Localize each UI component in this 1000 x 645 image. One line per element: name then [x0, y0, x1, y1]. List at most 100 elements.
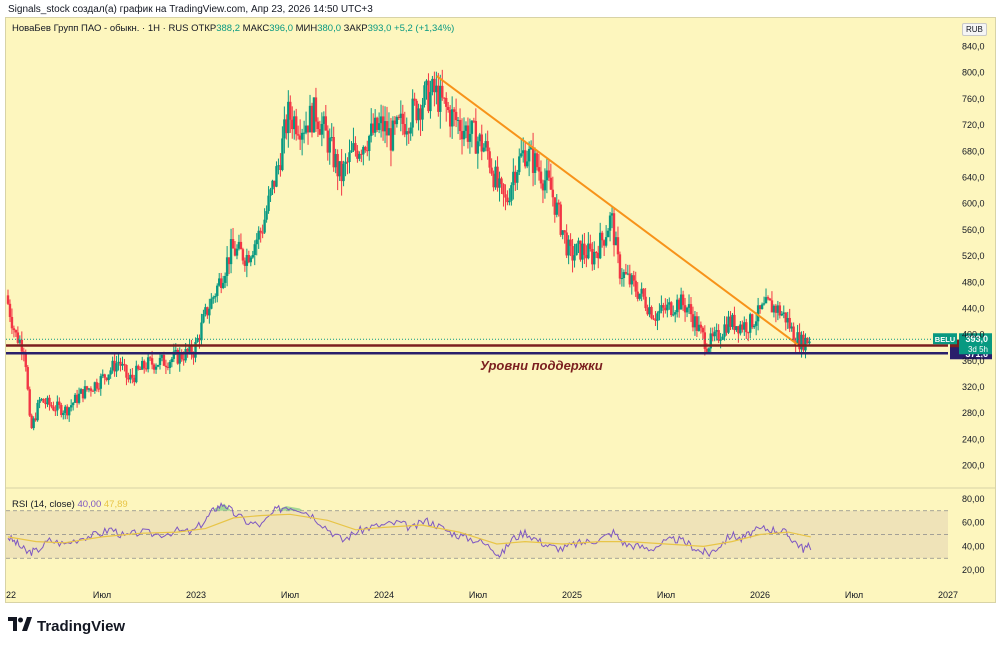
- candle-body: [614, 237, 618, 246]
- candle-body: [176, 349, 179, 364]
- candle-body: [429, 92, 432, 112]
- candle-body: [346, 161, 349, 163]
- candle-body: [123, 363, 126, 365]
- chart-area[interactable]: [5, 17, 996, 603]
- candle-body: [16, 332, 20, 343]
- candle-body: [261, 232, 264, 234]
- currency-badge[interactable]: RUB: [962, 23, 987, 36]
- candle-body: [448, 110, 452, 127]
- candle-body: [500, 178, 503, 185]
- candle-body: [796, 332, 799, 346]
- last-price-tag: [959, 333, 992, 355]
- candle-body: [636, 291, 639, 299]
- candle-body: [71, 402, 75, 406]
- candle-body: [648, 306, 651, 315]
- candle-body: [484, 141, 487, 148]
- rsi-legend[interactable]: RSI (14, close) 40,00 47,89: [12, 499, 128, 510]
- candle-body: [760, 304, 764, 309]
- candle-body: [289, 101, 292, 120]
- last-price-value: 393,0: [965, 334, 988, 344]
- candle-body: [450, 109, 454, 127]
- candle-body: [571, 246, 574, 261]
- candle-body: [340, 161, 343, 182]
- time-axis-tick: 2024: [374, 590, 394, 600]
- candle-body: [364, 146, 367, 151]
- candle-body: [729, 316, 732, 327]
- price-axis-tick: 280,0: [962, 408, 985, 418]
- open-value: 388,2: [216, 23, 241, 34]
- candle-body: [154, 366, 158, 370]
- candle-body: [99, 376, 102, 389]
- symbol-tag-label: BELU: [935, 335, 955, 344]
- candle-body: [379, 116, 383, 124]
- candle-body: [456, 120, 460, 122]
- candle-body: [287, 101, 290, 134]
- candle-body: [699, 324, 703, 328]
- candle-body: [778, 305, 782, 316]
- candle-body: [164, 365, 168, 367]
- candle-body: [585, 254, 588, 259]
- candle-body: [24, 352, 27, 368]
- candle-body: [221, 282, 225, 288]
- candle-body: [373, 117, 377, 133]
- candle-body: [482, 147, 485, 152]
- rsi-ma-line[interactable]: [7, 513, 811, 548]
- candle-body: [458, 120, 462, 132]
- candle-body: [425, 80, 428, 86]
- rsi-axis-tick: 80,00: [962, 494, 985, 504]
- candle-body: [77, 393, 81, 403]
- resistance-trendline[interactable]: [436, 75, 799, 346]
- candle-body: [587, 243, 590, 259]
- candle-body: [516, 172, 519, 183]
- candle-body: [683, 305, 687, 313]
- candle-body: [300, 132, 304, 140]
- candle-body: [56, 401, 59, 411]
- symbol-legend[interactable]: НоваБев Групп ПАО - обыкн. · 1Н · RUS ОТ…: [12, 23, 454, 34]
- candle-body: [581, 243, 584, 260]
- price-axis-tick: 240,0: [962, 434, 985, 444]
- candle-body: [180, 352, 183, 360]
- candle-body: [146, 357, 150, 370]
- time-axis-tick: 2026: [750, 590, 770, 600]
- candle-body: [249, 257, 253, 263]
- candle-body: [462, 130, 466, 140]
- price-axis-tick: 800,0: [962, 68, 985, 78]
- close-label: ЗАКР: [343, 23, 368, 34]
- candle-body: [188, 344, 191, 352]
- candle-body: [758, 305, 762, 309]
- time-axis-tick: 2025: [562, 590, 582, 600]
- candle-body: [510, 185, 513, 201]
- symbol-tag: [933, 333, 957, 345]
- candle-body: [488, 151, 491, 168]
- candle-body: [498, 178, 501, 188]
- price-axis-tick: 680,0: [962, 146, 985, 156]
- candle-body: [551, 189, 555, 198]
- candle-body: [681, 294, 685, 306]
- candle-body: [212, 297, 215, 299]
- candle-body: [137, 365, 140, 369]
- candle-body: [52, 406, 55, 411]
- candle-body: [239, 241, 243, 250]
- candle-body: [514, 171, 517, 183]
- candle-body: [328, 137, 331, 153]
- candle-body: [8, 303, 12, 317]
- candle-body: [371, 123, 375, 133]
- close-value: 393,0: [367, 23, 392, 34]
- candle-body: [87, 388, 91, 390]
- candle-body: [697, 324, 701, 331]
- candle-body: [368, 135, 371, 151]
- candle-body: [14, 330, 18, 333]
- candle-body: [208, 308, 211, 316]
- candle-body: [36, 402, 39, 421]
- candle-body: [196, 337, 199, 342]
- candle-body: [545, 170, 549, 181]
- candle-body: [529, 146, 533, 149]
- price-axis-tick: 360,0: [962, 356, 985, 366]
- candle-body: [389, 128, 393, 151]
- rsi-line[interactable]: [7, 501, 812, 558]
- candle-body: [583, 243, 586, 255]
- candle-body: [486, 141, 489, 152]
- candle-body: [492, 173, 495, 188]
- candle-body: [318, 129, 322, 135]
